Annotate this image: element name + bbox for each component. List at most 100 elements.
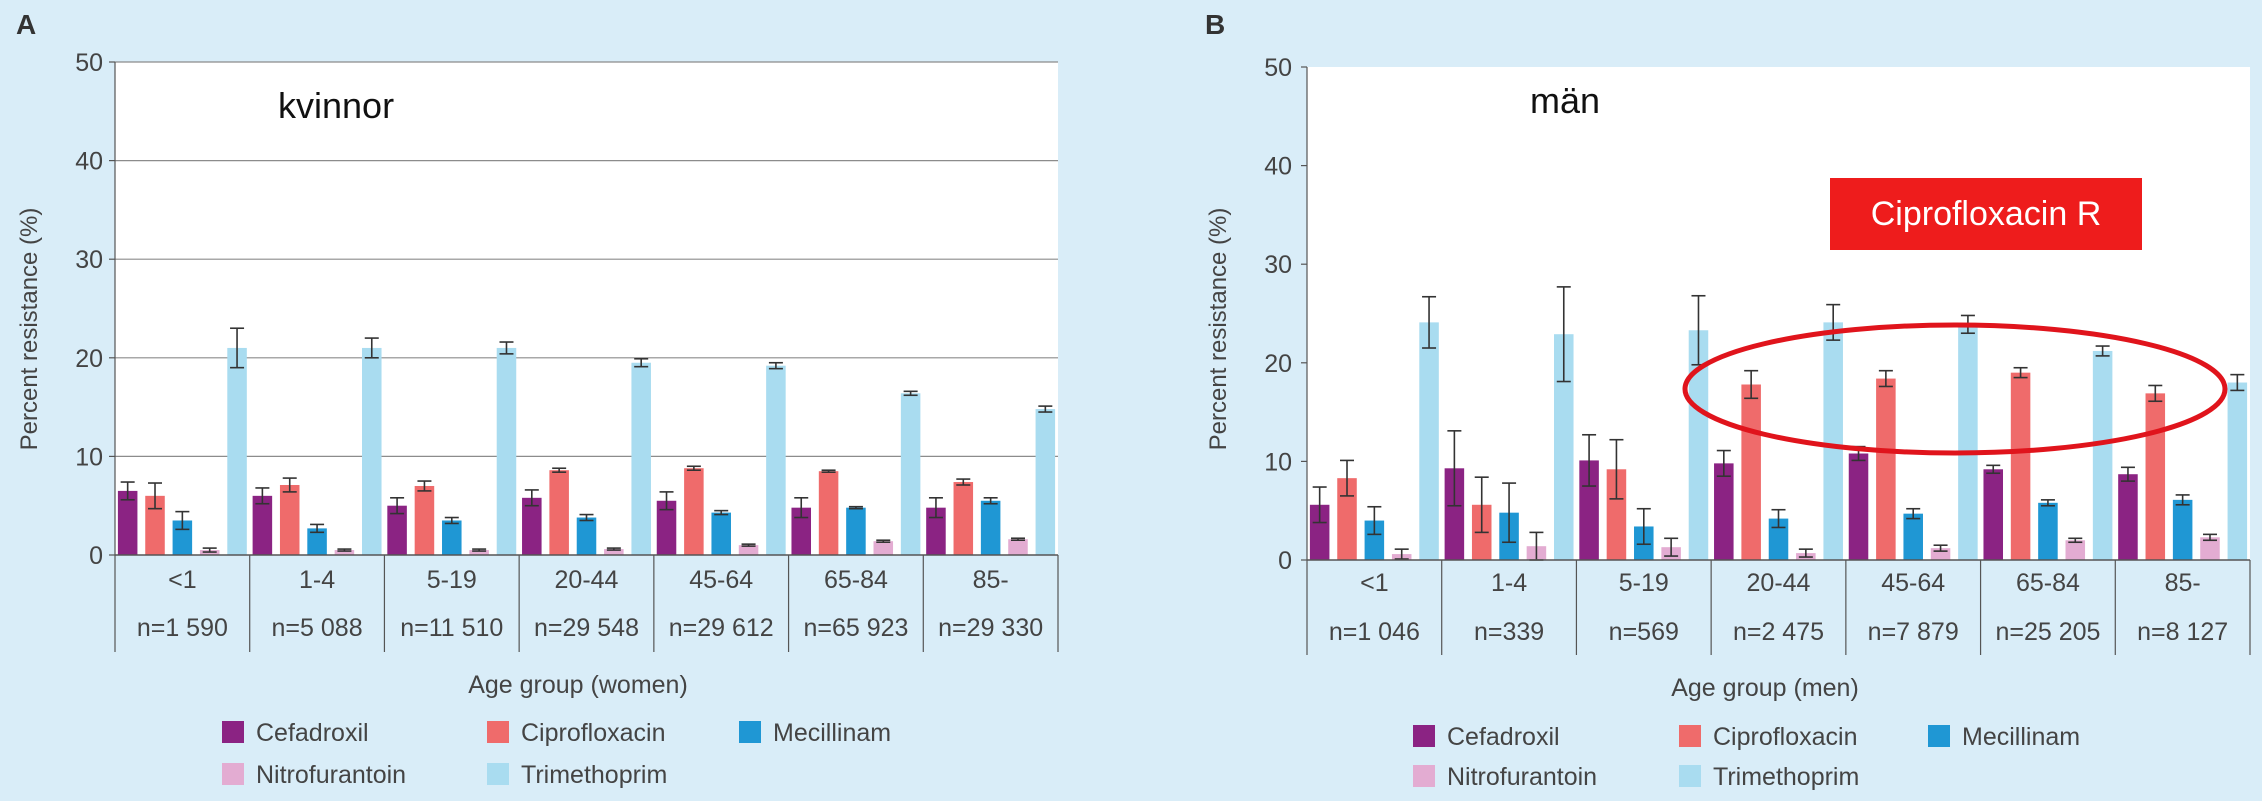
- error-bar: [579, 513, 594, 522]
- error-bar: [928, 497, 943, 519]
- panel-a-plot-area: [115, 62, 1058, 555]
- error-bar: [1878, 369, 1893, 388]
- legend-label: Ciprofloxacin: [1713, 723, 1858, 751]
- bar-nitrofurantoin: [604, 549, 624, 555]
- x-tick-label: 65-84: [2016, 569, 2080, 597]
- legend-swatch: [487, 763, 509, 785]
- panel-b-legend: Cefadroxil Ciprofloxacin Mecillinam Nitrofu…: [1413, 723, 2080, 791]
- error-bar: [1826, 303, 1841, 341]
- bar-nitrofurantoin: [873, 541, 894, 555]
- error-bar: [1367, 505, 1382, 536]
- error-bar: [876, 539, 891, 543]
- category-count-label: n=11 510: [400, 614, 503, 642]
- x-tick-label: 45-64: [689, 566, 753, 594]
- error-bar: [1582, 433, 1597, 487]
- error-bar: [1502, 482, 1517, 544]
- legend-label: Cefadroxil: [256, 719, 369, 747]
- error-bar: [1986, 464, 2001, 475]
- bar-trimethoprim: [361, 347, 382, 555]
- bar-nitrofurantoin: [1930, 548, 1951, 560]
- legend-swatch: [222, 763, 244, 785]
- error-bar: [983, 497, 998, 505]
- y-tick-label: 30: [1264, 251, 1292, 279]
- y-tick-label: 0: [89, 542, 103, 570]
- bar-cefadroxil: [1309, 504, 1330, 560]
- error-bar: [1422, 295, 1437, 349]
- error-bar: [1447, 430, 1462, 507]
- bar-mecillinam: [1364, 520, 1385, 560]
- bar-ciprofloxacin: [2010, 372, 2031, 560]
- callout-box: [1830, 178, 2142, 250]
- bar-cefadroxil: [252, 495, 273, 555]
- highlight-ellipse: [1682, 322, 2228, 456]
- error-bar: [364, 337, 379, 359]
- category-count-label: n=8 127: [2137, 618, 2228, 646]
- legend-swatch: [487, 721, 509, 743]
- error-bar: [1312, 486, 1327, 524]
- bar-trimethoprim: [1688, 330, 1709, 560]
- error-bar: [1609, 438, 1624, 500]
- legend-swatch: [739, 721, 761, 743]
- y-tick-label: 10: [1264, 448, 1292, 476]
- x-tick-label: 1-4: [1491, 569, 1527, 597]
- error-bar: [1716, 449, 1731, 477]
- x-tick-label: 85-: [2165, 569, 2201, 597]
- y-tick-label: 50: [1264, 54, 1292, 82]
- y-tick-label: 30: [75, 246, 103, 274]
- error-bar: [903, 390, 918, 397]
- bar-trimethoprim: [1035, 409, 1056, 555]
- y-tick-label: 40: [75, 148, 103, 176]
- error-bar: [768, 361, 783, 370]
- error-bar: [2040, 499, 2055, 507]
- bar-cefadroxil: [926, 507, 946, 555]
- legend-item: Cefadroxil: [222, 719, 369, 747]
- legend-label: Mecillinam: [773, 719, 891, 747]
- error-bar: [1798, 548, 1813, 558]
- category-count-label: n=5 088: [272, 614, 363, 642]
- bar-ciprofloxacin: [414, 485, 435, 555]
- category-count-label: n=1 046: [1329, 618, 1420, 646]
- legend-label: Trimethoprim: [1713, 763, 1859, 791]
- error-bar: [2230, 373, 2245, 392]
- bar-ciprofloxacin: [818, 471, 839, 555]
- y-tick-label: 40: [1264, 153, 1292, 181]
- bar-ciprofloxacin: [1606, 469, 1627, 560]
- error-bar: [1906, 507, 1921, 520]
- bar-cefadroxil: [1848, 453, 1869, 560]
- error-bar: [1636, 507, 1651, 546]
- error-bar: [1010, 537, 1025, 542]
- bar-ciprofloxacin: [684, 468, 704, 555]
- category-count-label: n=1 590: [137, 614, 228, 642]
- x-tick-label: 5-19: [427, 566, 477, 594]
- error-bar: [499, 341, 514, 355]
- error-bar: [282, 477, 297, 493]
- legend-item: Trimethoprim: [487, 761, 667, 789]
- error-bar: [1664, 537, 1679, 557]
- error-bar: [2013, 366, 2028, 379]
- bar-trimethoprim: [1553, 334, 1574, 560]
- x-tick-label: 85-: [973, 566, 1009, 594]
- bar-cefadroxil: [1714, 463, 1734, 560]
- category-count-label: n=29 330: [938, 614, 1043, 642]
- bar-ciprofloxacin: [1337, 478, 1357, 560]
- error-bar: [472, 548, 487, 552]
- x-tick-label: 65-84: [824, 566, 888, 594]
- panel-b: B 0 10 20 30 40 50 Percent resistance (%) män…: [1205, 9, 2251, 791]
- error-bar: [1474, 476, 1489, 534]
- bar-mecillinam: [846, 507, 866, 555]
- x-tick-label: 20-44: [1747, 569, 1811, 597]
- error-bar: [714, 509, 729, 516]
- error-bar: [1038, 405, 1053, 413]
- error-bar: [120, 481, 135, 501]
- bar-mecillinam: [576, 517, 597, 555]
- legend-label: Nitrofurantoin: [256, 761, 406, 789]
- panel-a-y-axis-label: Percent resistance (%): [16, 208, 43, 451]
- error-bar: [1394, 548, 1409, 560]
- bar-cefadroxil: [522, 497, 542, 555]
- error-bar: [2095, 345, 2110, 357]
- panel-a-label: A: [16, 9, 36, 40]
- legend-label: Mecillinam: [1962, 723, 2080, 751]
- legend-item: Cefadroxil: [1413, 723, 1560, 751]
- bar-ciprofloxacin: [1876, 378, 1896, 560]
- bar-trimethoprim: [227, 347, 247, 555]
